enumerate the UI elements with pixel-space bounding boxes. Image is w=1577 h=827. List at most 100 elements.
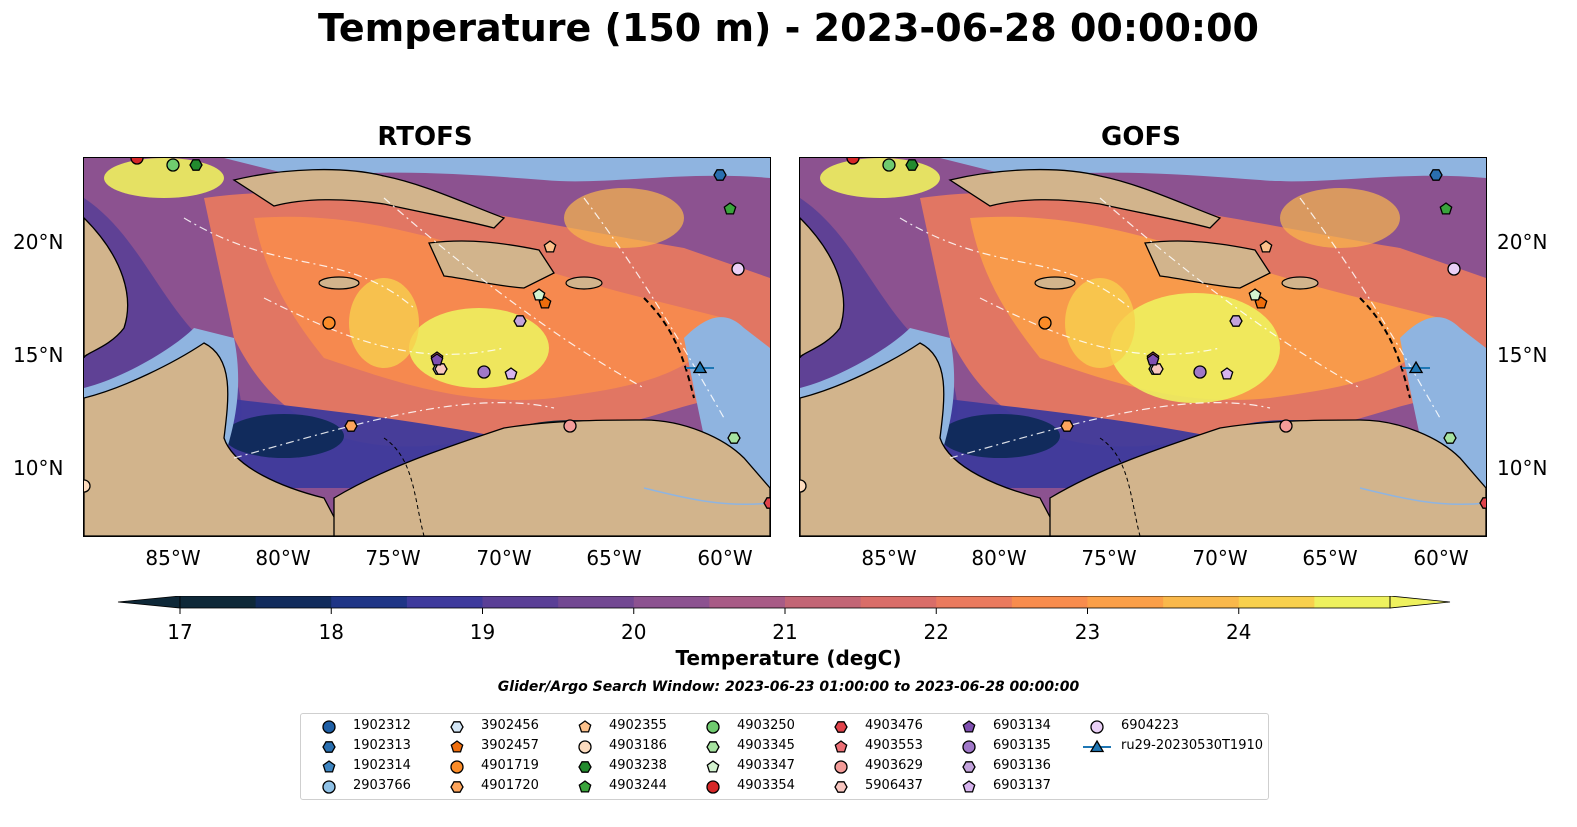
float-marker bbox=[1279, 419, 1293, 433]
legend-label: 5906437 bbox=[865, 778, 923, 793]
float-marker bbox=[723, 202, 737, 215]
legend-label: 4901719 bbox=[481, 758, 539, 773]
circle-marker-icon bbox=[578, 740, 592, 754]
colorbar-label: Temperature (degC) bbox=[675, 646, 902, 670]
triangle-line-marker-icon bbox=[1089, 739, 1105, 753]
panel-title-rtofs: RTOFS bbox=[377, 122, 473, 152]
legend-label: 4903347 bbox=[737, 758, 795, 773]
legend-label: 2903766 bbox=[353, 778, 411, 793]
hexagon-marker-icon bbox=[706, 741, 720, 753]
colorbar-segment bbox=[482, 596, 559, 608]
float-marker bbox=[1193, 365, 1207, 379]
float-marker bbox=[905, 159, 919, 171]
pentagon-marker-icon bbox=[962, 720, 976, 733]
colorbar-segment bbox=[255, 596, 332, 608]
float-marker bbox=[1146, 353, 1160, 366]
pentagon-marker-icon bbox=[706, 760, 720, 773]
circle-marker-icon bbox=[1090, 720, 1104, 734]
hexagon-marker-icon bbox=[962, 761, 976, 773]
hexagon-marker-icon bbox=[834, 721, 848, 733]
legend-label: 4901720 bbox=[481, 778, 539, 793]
colorbar-extend-high bbox=[1389, 596, 1451, 609]
figure-title: Temperature (150 m) - 2023-06-28 00:00:0… bbox=[317, 6, 1259, 50]
float-marker bbox=[84, 479, 91, 493]
float-marker bbox=[1259, 240, 1273, 253]
float-marker bbox=[692, 360, 708, 374]
float-marker bbox=[1229, 315, 1243, 327]
float-marker bbox=[504, 367, 518, 380]
float-marker bbox=[1408, 360, 1424, 374]
legend-label: 4903186 bbox=[609, 738, 667, 753]
colorbar-segment bbox=[709, 596, 786, 608]
float-marker bbox=[1439, 202, 1453, 215]
legend-label: 4903476 bbox=[865, 718, 923, 733]
float-marker bbox=[882, 158, 896, 172]
lon-tick-label: 60°W bbox=[697, 546, 753, 570]
circle-marker-icon bbox=[962, 740, 976, 754]
pentagon-marker-icon bbox=[962, 780, 976, 793]
lat-tick-label-left: 20°N bbox=[13, 230, 64, 254]
legend-label: 4903354 bbox=[737, 778, 795, 793]
float-marker bbox=[532, 288, 546, 301]
float-marker bbox=[477, 365, 491, 379]
legend-label: 4903553 bbox=[865, 738, 923, 753]
legend-label: 4903250 bbox=[737, 718, 795, 733]
legend-label: 1902314 bbox=[353, 758, 411, 773]
colorbar bbox=[117, 596, 1451, 614]
float-marker bbox=[166, 158, 180, 172]
float-marker bbox=[513, 315, 527, 327]
float-marker bbox=[1038, 316, 1052, 330]
circle-marker-icon bbox=[706, 720, 720, 734]
colorbar-segment bbox=[406, 596, 483, 608]
float-marker bbox=[1443, 432, 1457, 444]
float-marker bbox=[1220, 367, 1234, 380]
colorbar-segment bbox=[558, 596, 635, 608]
colorbar-tick-label: 17 bbox=[167, 620, 193, 644]
lon-tick-label: 85°W bbox=[145, 546, 201, 570]
colorbar-segment bbox=[860, 596, 937, 608]
legend-label: 6903136 bbox=[993, 758, 1051, 773]
colorbar-segment bbox=[785, 596, 862, 608]
float-marker bbox=[800, 479, 807, 493]
panel-title-gofs: GOFS bbox=[1101, 122, 1181, 152]
float-marker bbox=[1060, 420, 1074, 432]
circle-marker-icon bbox=[706, 780, 720, 794]
colorbar-tick-label: 24 bbox=[1226, 620, 1252, 644]
pentagon-marker-icon bbox=[450, 740, 464, 753]
hexagon-marker-icon bbox=[322, 741, 336, 753]
lat-tick-label-right: 15°N bbox=[1497, 343, 1548, 367]
colorbar-segment bbox=[331, 596, 408, 608]
colorbar-tick-label: 18 bbox=[318, 620, 344, 644]
legend-label: 3902457 bbox=[481, 738, 539, 753]
legend-label: 6903137 bbox=[993, 778, 1051, 793]
hexagon-marker-icon bbox=[834, 781, 848, 793]
legend-label: 4902355 bbox=[609, 718, 667, 733]
legend-label: 4903238 bbox=[609, 758, 667, 773]
colorbar-segment bbox=[180, 596, 257, 608]
lon-tick-label: 70°W bbox=[1192, 546, 1248, 570]
lon-tick-label: 75°W bbox=[1081, 546, 1137, 570]
lat-tick-label-right: 10°N bbox=[1497, 456, 1548, 480]
circle-marker-icon bbox=[322, 780, 336, 794]
gofs-map bbox=[799, 157, 1487, 537]
lon-tick-label: 70°W bbox=[476, 546, 532, 570]
float-marker bbox=[430, 353, 444, 366]
float-marker bbox=[731, 262, 745, 276]
colorbar-segment bbox=[1011, 596, 1088, 608]
legend-label: 6903135 bbox=[993, 738, 1051, 753]
hexagon-marker-icon bbox=[450, 781, 464, 793]
circle-marker-icon bbox=[322, 720, 336, 734]
legend-label: 4903244 bbox=[609, 778, 667, 793]
legend-label: 6904223 bbox=[1121, 718, 1179, 733]
pentagon-marker-icon bbox=[578, 720, 592, 733]
colorbar-tick-label: 19 bbox=[469, 620, 496, 644]
lon-tick-label: 80°W bbox=[255, 546, 311, 570]
colorbar-segment bbox=[936, 596, 1013, 608]
float-marker bbox=[130, 158, 144, 165]
colorbar-segment bbox=[633, 596, 710, 608]
float-marker bbox=[713, 169, 727, 181]
hexagon-marker-icon bbox=[578, 761, 592, 773]
pentagon-marker-icon bbox=[322, 760, 336, 773]
float-marker bbox=[344, 420, 358, 432]
legend-label: 4903345 bbox=[737, 738, 795, 753]
